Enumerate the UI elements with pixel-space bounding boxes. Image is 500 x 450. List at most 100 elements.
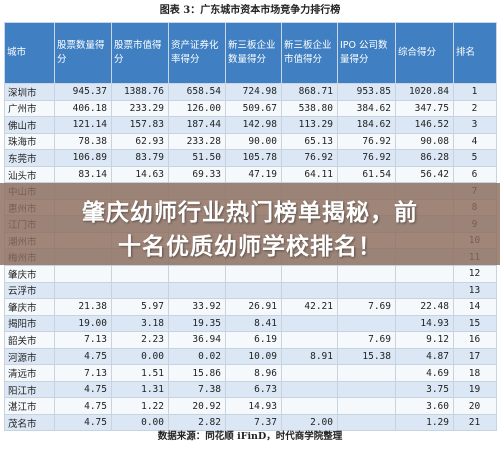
rank-cell: 19 [453, 380, 497, 399]
rank-cell: 21 [453, 413, 497, 432]
city-cell: 阳江市 [4, 380, 55, 399]
score-cell: 121.14 [54, 116, 112, 134]
score-cell: 8.91 [281, 347, 338, 366]
table-row: 茂名市 4.75 0.00 2.82 7.37 2.00 1.29 21 [4, 413, 497, 432]
score-cell: 4.75 [54, 347, 112, 366]
table-row: 肇庆市 12 [4, 265, 497, 283]
score-cell: 7.69 [337, 298, 396, 316]
city-cell: 湛江市 [4, 397, 55, 415]
score-cell: 233.29 [111, 99, 169, 118]
score-cell: 83.14 [54, 165, 112, 184]
table-row: 汕头市 83.14 14.63 69.33 47.19 64.11 61.54 56.42 6 [4, 165, 497, 184]
score-cell [337, 281, 396, 300]
score-cell: 8.41 [225, 314, 282, 333]
score-cell: 4.75 [54, 397, 112, 415]
score-cell: 19.00 [54, 314, 112, 333]
score-cell: 4.69 [395, 364, 454, 382]
rank-cell: 20 [453, 397, 497, 415]
score-cell: 22.48 [395, 298, 454, 316]
score-cell: 868.71 [281, 83, 338, 101]
score-cell: 6.19 [225, 331, 282, 349]
score-cell: 347.75 [395, 99, 454, 118]
score-cell [168, 265, 226, 283]
rank-cell: 16 [453, 331, 497, 349]
rank-cell: 6 [453, 165, 497, 184]
table-row: 云浮市 13 [4, 281, 497, 300]
rank-cell: 2 [453, 99, 497, 118]
rank-cell: 13 [453, 281, 497, 300]
score-cell: 0.00 [111, 347, 169, 366]
score-cell: 10.09 [225, 347, 282, 366]
city-cell: 肇庆市 [4, 265, 55, 283]
score-cell [225, 265, 282, 283]
headline-line-2: 十名优质幼师学校排名！ [118, 234, 382, 260]
rank-cell: 15 [453, 314, 497, 333]
score-cell: 14.93 [225, 397, 282, 415]
figure-caption: 图表 3：广东城市资本市场竞争力排行榜 [159, 5, 341, 16]
score-cell: 724.98 [225, 83, 282, 101]
score-cell: 9.12 [395, 331, 454, 349]
city-cell: 肇庆市 [4, 298, 55, 316]
score-cell: 21.38 [54, 298, 112, 316]
score-cell: 90.08 [395, 132, 454, 151]
rank-cell: 18 [453, 364, 497, 382]
column-header: 城市 [4, 22, 55, 84]
table-row: 阳江市 4.75 1.31 7.38 6.73 3.75 19 [4, 380, 497, 399]
score-cell: 15.38 [337, 347, 396, 366]
score-cell [54, 281, 112, 300]
score-cell: 61.54 [337, 165, 396, 184]
table-row: 佛山市 121.14 157.83 187.44 142.98 113.29 184.62 1… [4, 116, 497, 134]
score-cell: 64.11 [281, 165, 338, 184]
city-cell: 茂名市 [4, 413, 55, 432]
score-cell [225, 281, 282, 300]
score-cell: 33.92 [168, 298, 226, 316]
score-cell: 142.98 [225, 116, 282, 134]
column-header: 股票数量得分 [54, 22, 112, 84]
city-cell: 珠海市 [4, 132, 55, 151]
score-cell [111, 265, 169, 283]
table-row: 揭阳市 19.00 3.18 19.35 8.41 14.93 15 [4, 314, 497, 333]
table-header-row: 城市 股票数量得分 股票市值得分 资产证券化率得分 新三板企业数量得分 新三板企业市值得分… [4, 22, 497, 84]
score-cell: 51.50 [168, 149, 226, 167]
rank-cell: 5 [453, 149, 497, 167]
headline-banner: 肇庆幼师行业热门榜单揭秘，前 十名优质幼师学校排名！ [0, 183, 500, 265]
score-cell: 62.93 [111, 132, 169, 151]
city-cell: 佛山市 [4, 116, 55, 134]
city-cell: 东莞市 [4, 149, 55, 167]
score-cell: 509.67 [225, 99, 282, 118]
score-cell: 105.78 [225, 149, 282, 167]
score-cell: 953.85 [337, 83, 396, 101]
score-cell: 2.00 [281, 413, 338, 432]
city-cell: 广州市 [4, 99, 55, 118]
column-header: 排名 [453, 22, 497, 84]
score-cell: 7.69 [337, 331, 396, 349]
score-cell: 90.00 [225, 132, 282, 151]
table-row: 广州市 406.18 233.29 126.00 509.67 538.80 384.62 3… [4, 99, 497, 118]
score-cell: 7.38 [168, 380, 226, 399]
score-cell: 4.75 [54, 413, 112, 432]
score-cell: 106.89 [54, 149, 112, 167]
score-cell: 157.83 [111, 116, 169, 134]
score-cell: 7.37 [225, 413, 282, 432]
score-cell: 658.54 [168, 83, 226, 101]
score-cell: 76.92 [337, 132, 396, 151]
score-cell [281, 331, 338, 349]
column-header: 资产证券化率得分 [168, 22, 226, 84]
score-cell: 47.19 [225, 165, 282, 184]
score-cell [168, 281, 226, 300]
score-cell: 8.96 [225, 364, 282, 382]
score-cell: 7.13 [54, 331, 112, 349]
score-cell: 76.92 [337, 149, 396, 167]
score-cell [395, 281, 454, 300]
score-cell: 184.62 [337, 116, 396, 134]
city-cell: 韶关市 [4, 331, 55, 349]
score-cell: 86.28 [395, 149, 454, 167]
score-cell: 7.13 [54, 364, 112, 382]
score-cell: 83.79 [111, 149, 169, 167]
score-cell: 1388.76 [111, 83, 169, 101]
score-cell [337, 265, 396, 283]
score-cell: 126.00 [168, 99, 226, 118]
score-cell: 1.51 [111, 364, 169, 382]
city-cell: 汕头市 [4, 165, 55, 184]
headline-line-1: 肇庆幼师行业热门榜单揭秘，前 [82, 200, 418, 226]
